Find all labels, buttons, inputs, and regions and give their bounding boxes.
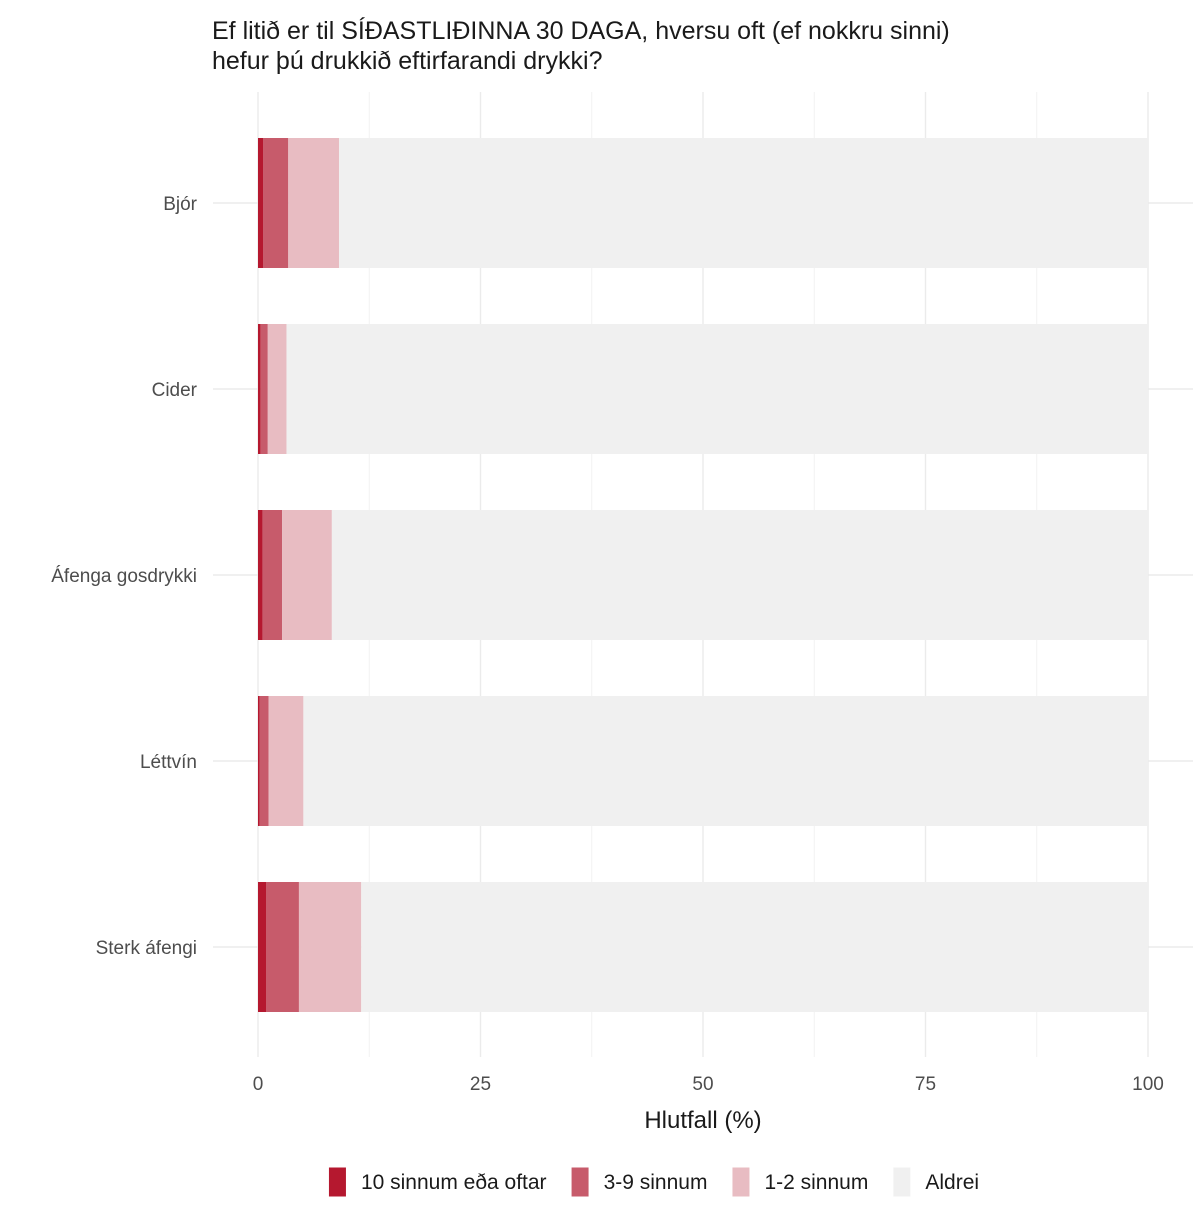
y-tick-label: Bjór bbox=[163, 194, 197, 215]
x-tick-label: 50 bbox=[692, 1074, 713, 1095]
x-tick-label: 100 bbox=[1132, 1074, 1164, 1095]
chart-title-line-1: Ef litið er til SÍÐASTLIÐINNA 30 DAGA, h… bbox=[212, 17, 950, 45]
y-tick-label: Léttvín bbox=[140, 752, 197, 773]
legend-key bbox=[571, 1167, 589, 1197]
legend-label: 3-9 sinnum bbox=[604, 1171, 708, 1194]
legend-key bbox=[893, 1167, 911, 1197]
bar-segment bbox=[258, 696, 260, 826]
bar-segment bbox=[303, 696, 1148, 826]
bar-segment bbox=[258, 324, 261, 454]
legend-label: Aldrei bbox=[925, 1171, 979, 1194]
bar-segment bbox=[268, 696, 304, 826]
legend-key bbox=[732, 1167, 750, 1197]
bar-segment bbox=[262, 510, 283, 640]
bar-segment bbox=[298, 882, 362, 1012]
x-axis-title: Hlutfall (%) bbox=[644, 1107, 761, 1134]
bar-segment bbox=[267, 324, 287, 454]
x-tick-label: 75 bbox=[915, 1074, 936, 1095]
bar-segment bbox=[361, 882, 1148, 1012]
chart-title-line-2: hefur þú drukkið eftirfarandi drykki? bbox=[212, 47, 603, 75]
legend-label: 1-2 sinnum bbox=[764, 1171, 868, 1194]
bar-segment bbox=[338, 138, 1148, 268]
bar-segment bbox=[259, 696, 269, 826]
legend-key bbox=[328, 1167, 346, 1197]
bar-segment bbox=[260, 324, 268, 454]
y-tick-label: Áfenga gosdrykki bbox=[51, 566, 197, 587]
chart-title: Ef litið er til SÍÐASTLIÐINNA 30 DAGA, h… bbox=[212, 16, 1172, 76]
bar-segment bbox=[263, 138, 289, 268]
y-tick-label: Cider bbox=[152, 380, 198, 401]
bar-segment bbox=[282, 510, 332, 640]
bar-segment bbox=[266, 882, 299, 1012]
bar-segment bbox=[286, 324, 1149, 454]
bar-segment bbox=[258, 510, 263, 640]
y-tick-label: Sterk áfengi bbox=[96, 938, 197, 959]
bar-segment bbox=[331, 510, 1148, 640]
legend-label: 10 sinnum eða oftar bbox=[361, 1171, 547, 1194]
bar-segment bbox=[258, 882, 267, 1012]
x-tick-label: 0 bbox=[253, 1074, 264, 1095]
bar-segment bbox=[288, 138, 339, 268]
x-tick-label: 25 bbox=[470, 1074, 491, 1095]
bar-segment bbox=[258, 138, 264, 268]
